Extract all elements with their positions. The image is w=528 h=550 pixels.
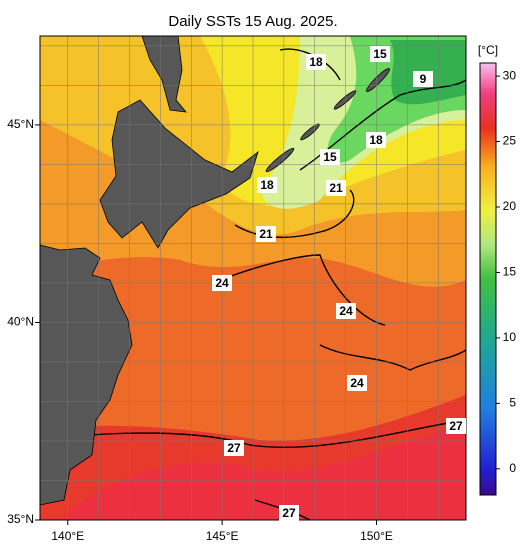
contour-label-box <box>366 132 386 148</box>
colorbar <box>479 62 497 496</box>
contour-label-box <box>256 226 276 242</box>
contour-label-box <box>212 275 232 291</box>
contour-label-box <box>413 71 433 87</box>
contour-label: 27 <box>449 419 463 433</box>
sst-field <box>40 36 466 520</box>
contour-label: 9 <box>420 72 427 86</box>
contour-label-box <box>224 440 244 456</box>
contour-label-box <box>306 54 326 70</box>
contour-label-box <box>279 505 299 521</box>
contour-label: 24 <box>339 304 353 318</box>
lon-tick-label: 145°E <box>206 529 239 543</box>
map-title: Daily SSTs 15 Aug. 2025. <box>168 13 337 30</box>
contour-label-box <box>326 180 346 196</box>
contour-label: 18 <box>309 55 323 69</box>
colorbar-tick-label: 15 <box>503 265 517 279</box>
contour-label: 24 <box>350 376 364 390</box>
map-frame <box>39 35 467 521</box>
contour-label-box <box>336 303 356 319</box>
colorbar-tick-label: 30 <box>503 68 517 82</box>
lat-tick-label: 45°N <box>7 117 34 131</box>
contour-label: 18 <box>369 133 383 147</box>
contour-label-box <box>446 418 466 434</box>
contour-label: 15 <box>323 150 337 164</box>
lat-tick-label: 40°N <box>7 315 34 329</box>
contour-label: 27 <box>282 506 296 520</box>
contour-label: 27 <box>227 441 241 455</box>
colorbar-tick-label: 25 <box>503 134 517 148</box>
colorbar-tick-label: 10 <box>503 330 517 344</box>
colorbar-tick-label: 5 <box>509 396 516 410</box>
colorbar-tick-label: 0 <box>509 461 516 475</box>
contour-label: 21 <box>329 181 343 195</box>
contour-label: 18 <box>260 178 274 192</box>
contour-label-box <box>257 177 277 193</box>
contour-label: 24 <box>215 276 229 290</box>
lon-tick-label: 140°E <box>51 529 84 543</box>
lon-tick-label: 150°E <box>360 529 393 543</box>
contour-label: 21 <box>259 227 273 241</box>
colorbar-tick-label: 20 <box>503 199 517 213</box>
colorbar-unit: [°C] <box>478 43 498 57</box>
lat-tick-label: 35°N <box>7 512 34 526</box>
contour-label-box <box>370 46 390 62</box>
contour-label-box <box>320 149 340 165</box>
contour-label: 15 <box>373 47 387 61</box>
contour-label-box <box>347 375 367 391</box>
